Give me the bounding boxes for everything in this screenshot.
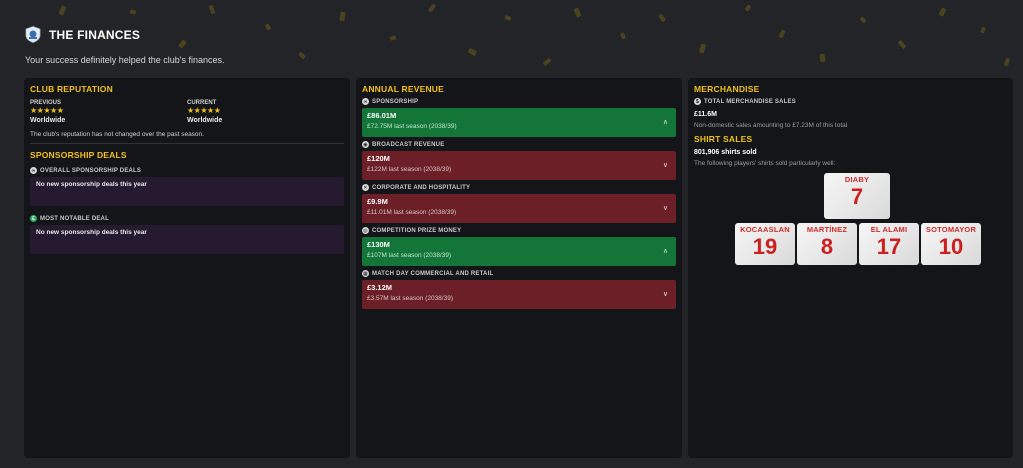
total-merch-label-text: TOTAL MERCHANDISE SALES (704, 98, 796, 105)
shirt-sales-title: SHIRT SALES (694, 134, 753, 144)
revenue-category-icon: ∞ (362, 98, 369, 105)
revenue-value: £3.12M (367, 283, 393, 292)
revenue-item-label-text: MATCH DAY COMMERCIAL AND RETAIL (372, 270, 494, 277)
total-merch-note: Non-domestic sales amounting to £7.23M o… (694, 122, 848, 129)
shirt-player-name: MARTÍNEZ (806, 225, 848, 234)
shirt-number: 10 (938, 234, 964, 259)
revenue-item-box[interactable]: £120M £122M last season (2038/39) ∨ (362, 151, 676, 180)
reputation-row: PREVIOUS ★★★★★ Worldwide CURRENT ★★★★★ W… (30, 100, 344, 124)
revenue-value: £9.9M (367, 197, 388, 206)
handshake-icon: ∞ (30, 167, 37, 174)
notable-deal-box: No new sponsorship deals this year (30, 225, 344, 254)
overall-sponsorship-box: No new sponsorship deals this year (30, 177, 344, 206)
previous-label: PREVIOUS (30, 100, 62, 106)
revenue-category-icon: ✕ (362, 184, 369, 191)
merchandise-panel: MERCHANDISE $ TOTAL MERCHANDISE SALES £1… (688, 78, 1013, 458)
current-stars: ★★★★★ (187, 106, 221, 115)
current-value: Worldwide (187, 117, 223, 124)
club-crest-icon (25, 26, 41, 43)
notable-deal-label: £ MOST NOTABLE DEAL (30, 215, 344, 222)
coin-icon: $ (694, 98, 701, 105)
player-shirt[interactable]: EL ALAMI 17 (859, 223, 919, 265)
club-reputation-title: CLUB REPUTATION (30, 84, 113, 94)
trend-arrow-icon: ∨ (662, 162, 668, 169)
reputation-note: The club's reputation has not changed ov… (30, 131, 204, 138)
revenue-last-season: £107M last season (2038/39) (367, 252, 452, 259)
shirt-player-name: EL ALAMI (870, 225, 908, 234)
divider (30, 143, 344, 144)
revenue-item-label: ∞ SPONSORSHIP (362, 98, 676, 105)
revenue-list: ∞ SPONSORSHIP £86.01M £72.75M last season (… (362, 98, 676, 309)
revenue-value: £86.01M (367, 111, 397, 120)
revenue-item: ∞ SPONSORSHIP £86.01M £72.75M last season (… (362, 98, 676, 137)
revenue-item-box[interactable]: £86.01M £72.75M last season (2038/39) ∧ (362, 108, 676, 137)
revenue-item-label-text: BROADCAST REVENUE (372, 141, 445, 148)
shirt-number: 19 (752, 234, 778, 259)
revenue-item-label-text: COMPETITION PRIZE MONEY (372, 227, 462, 234)
overall-sponsorship-text: OVERALL SPONSORSHIP DEALS (40, 167, 142, 174)
trend-arrow-icon: ∨ (662, 205, 668, 212)
reputation-previous: PREVIOUS ★★★★★ Worldwide (30, 100, 187, 124)
shirts-sold-value: 801,906 shirts sold (694, 149, 757, 156)
revenue-item-label: ✕ CORPORATE AND HOSPITALITY (362, 184, 676, 191)
trend-arrow-icon: ∧ (662, 248, 668, 255)
trend-arrow-icon: ∧ (662, 119, 668, 126)
annual-revenue-title: ANNUAL REVENUE (362, 84, 444, 94)
trend-arrow-icon: ∨ (662, 291, 668, 298)
player-shirt[interactable]: KOCAASLAN 19 (735, 223, 795, 265)
player-shirt[interactable]: MARTÍNEZ 8 (797, 223, 857, 265)
revenue-item-label-text: CORPORATE AND HOSPITALITY (372, 184, 471, 191)
revenue-item: ◉ BROADCAST REVENUE £120M £122M last season… (362, 141, 676, 180)
shirt-number: 8 (820, 234, 834, 259)
page-subtitle: Your success definitely helped the club'… (25, 55, 225, 65)
page-title: THE FINANCES (49, 27, 141, 42)
page-header: THE FINANCES (25, 26, 140, 43)
revenue-category-icon: ◎ (362, 227, 369, 234)
revenue-item-label: ◉ BROADCAST REVENUE (362, 141, 676, 148)
previous-value: Worldwide (30, 117, 66, 124)
revenue-item: ✕ CORPORATE AND HOSPITALITY £9.9M £11.01M l… (362, 184, 676, 223)
shirts-display: DIABY 7 KOCAASLAN 19 MARTÍNEZ 8 EL ALAMI 17 SOTO… (694, 173, 1007, 293)
shirt-player-name: DIABY (844, 175, 870, 184)
revenue-last-season: £122M last season (2038/39) (367, 166, 452, 173)
revenue-item-box[interactable]: £9.9M £11.01M last season (2038/39) ∨ (362, 194, 676, 223)
shirt-player-name: KOCAASLAN (740, 225, 790, 234)
revenue-item: ◎ COMPETITION PRIZE MONEY £130M £107M last … (362, 227, 676, 266)
annual-revenue-panel: ANNUAL REVENUE ∞ SPONSORSHIP £86.01M £72.75… (356, 78, 682, 458)
revenue-item-label-text: SPONSORSHIP (372, 98, 419, 105)
revenue-category-icon: ▦ (362, 270, 369, 277)
overall-sponsorship-label: ∞ OVERALL SPONSORSHIP DEALS (30, 167, 344, 174)
revenue-last-season: £3.57M last season (2038/39) (367, 295, 453, 302)
revenue-item-label: ◎ COMPETITION PRIZE MONEY (362, 227, 676, 234)
total-merch-label: $ TOTAL MERCHANDISE SALES (694, 98, 1007, 105)
total-merch-value: £11.6M (694, 111, 717, 118)
reputation-panel: CLUB REPUTATION PREVIOUS ★★★★★ Worldwide… (24, 78, 350, 458)
money-icon: £ (30, 215, 37, 222)
notable-deal-text: MOST NOTABLE DEAL (40, 215, 109, 222)
shirts-note: The following players' shirts sold parti… (694, 160, 836, 167)
revenue-category-icon: ◉ (362, 141, 369, 148)
shirt-number: 17 (876, 234, 902, 259)
previous-stars: ★★★★★ (30, 106, 64, 115)
revenue-item-box[interactable]: £3.12M £3.57M last season (2038/39) ∨ (362, 280, 676, 309)
shirt-number: 7 (850, 184, 864, 209)
player-shirt[interactable]: SOTOMAYOR 10 (921, 223, 981, 265)
revenue-item-label: ▦ MATCH DAY COMMERCIAL AND RETAIL (362, 270, 676, 277)
revenue-value: £130M (367, 240, 390, 249)
revenue-last-season: £72.75M last season (2038/39) (367, 123, 457, 130)
sponsorship-deals-title: SPONSORSHIP DEALS (30, 150, 127, 160)
reputation-current: CURRENT ★★★★★ Worldwide (187, 100, 344, 124)
merchandise-title: MERCHANDISE (694, 84, 760, 94)
revenue-value: £120M (367, 154, 390, 163)
revenue-last-season: £11.01M last season (2038/39) (367, 209, 457, 216)
player-shirt[interactable]: DIABY 7 (824, 173, 890, 219)
revenue-item-box[interactable]: £130M £107M last season (2038/39) ∧ (362, 237, 676, 266)
shirt-player-name: SOTOMAYOR (925, 225, 977, 234)
revenue-item: ▦ MATCH DAY COMMERCIAL AND RETAIL £3.12M £3… (362, 270, 676, 309)
current-label: CURRENT (187, 100, 217, 106)
